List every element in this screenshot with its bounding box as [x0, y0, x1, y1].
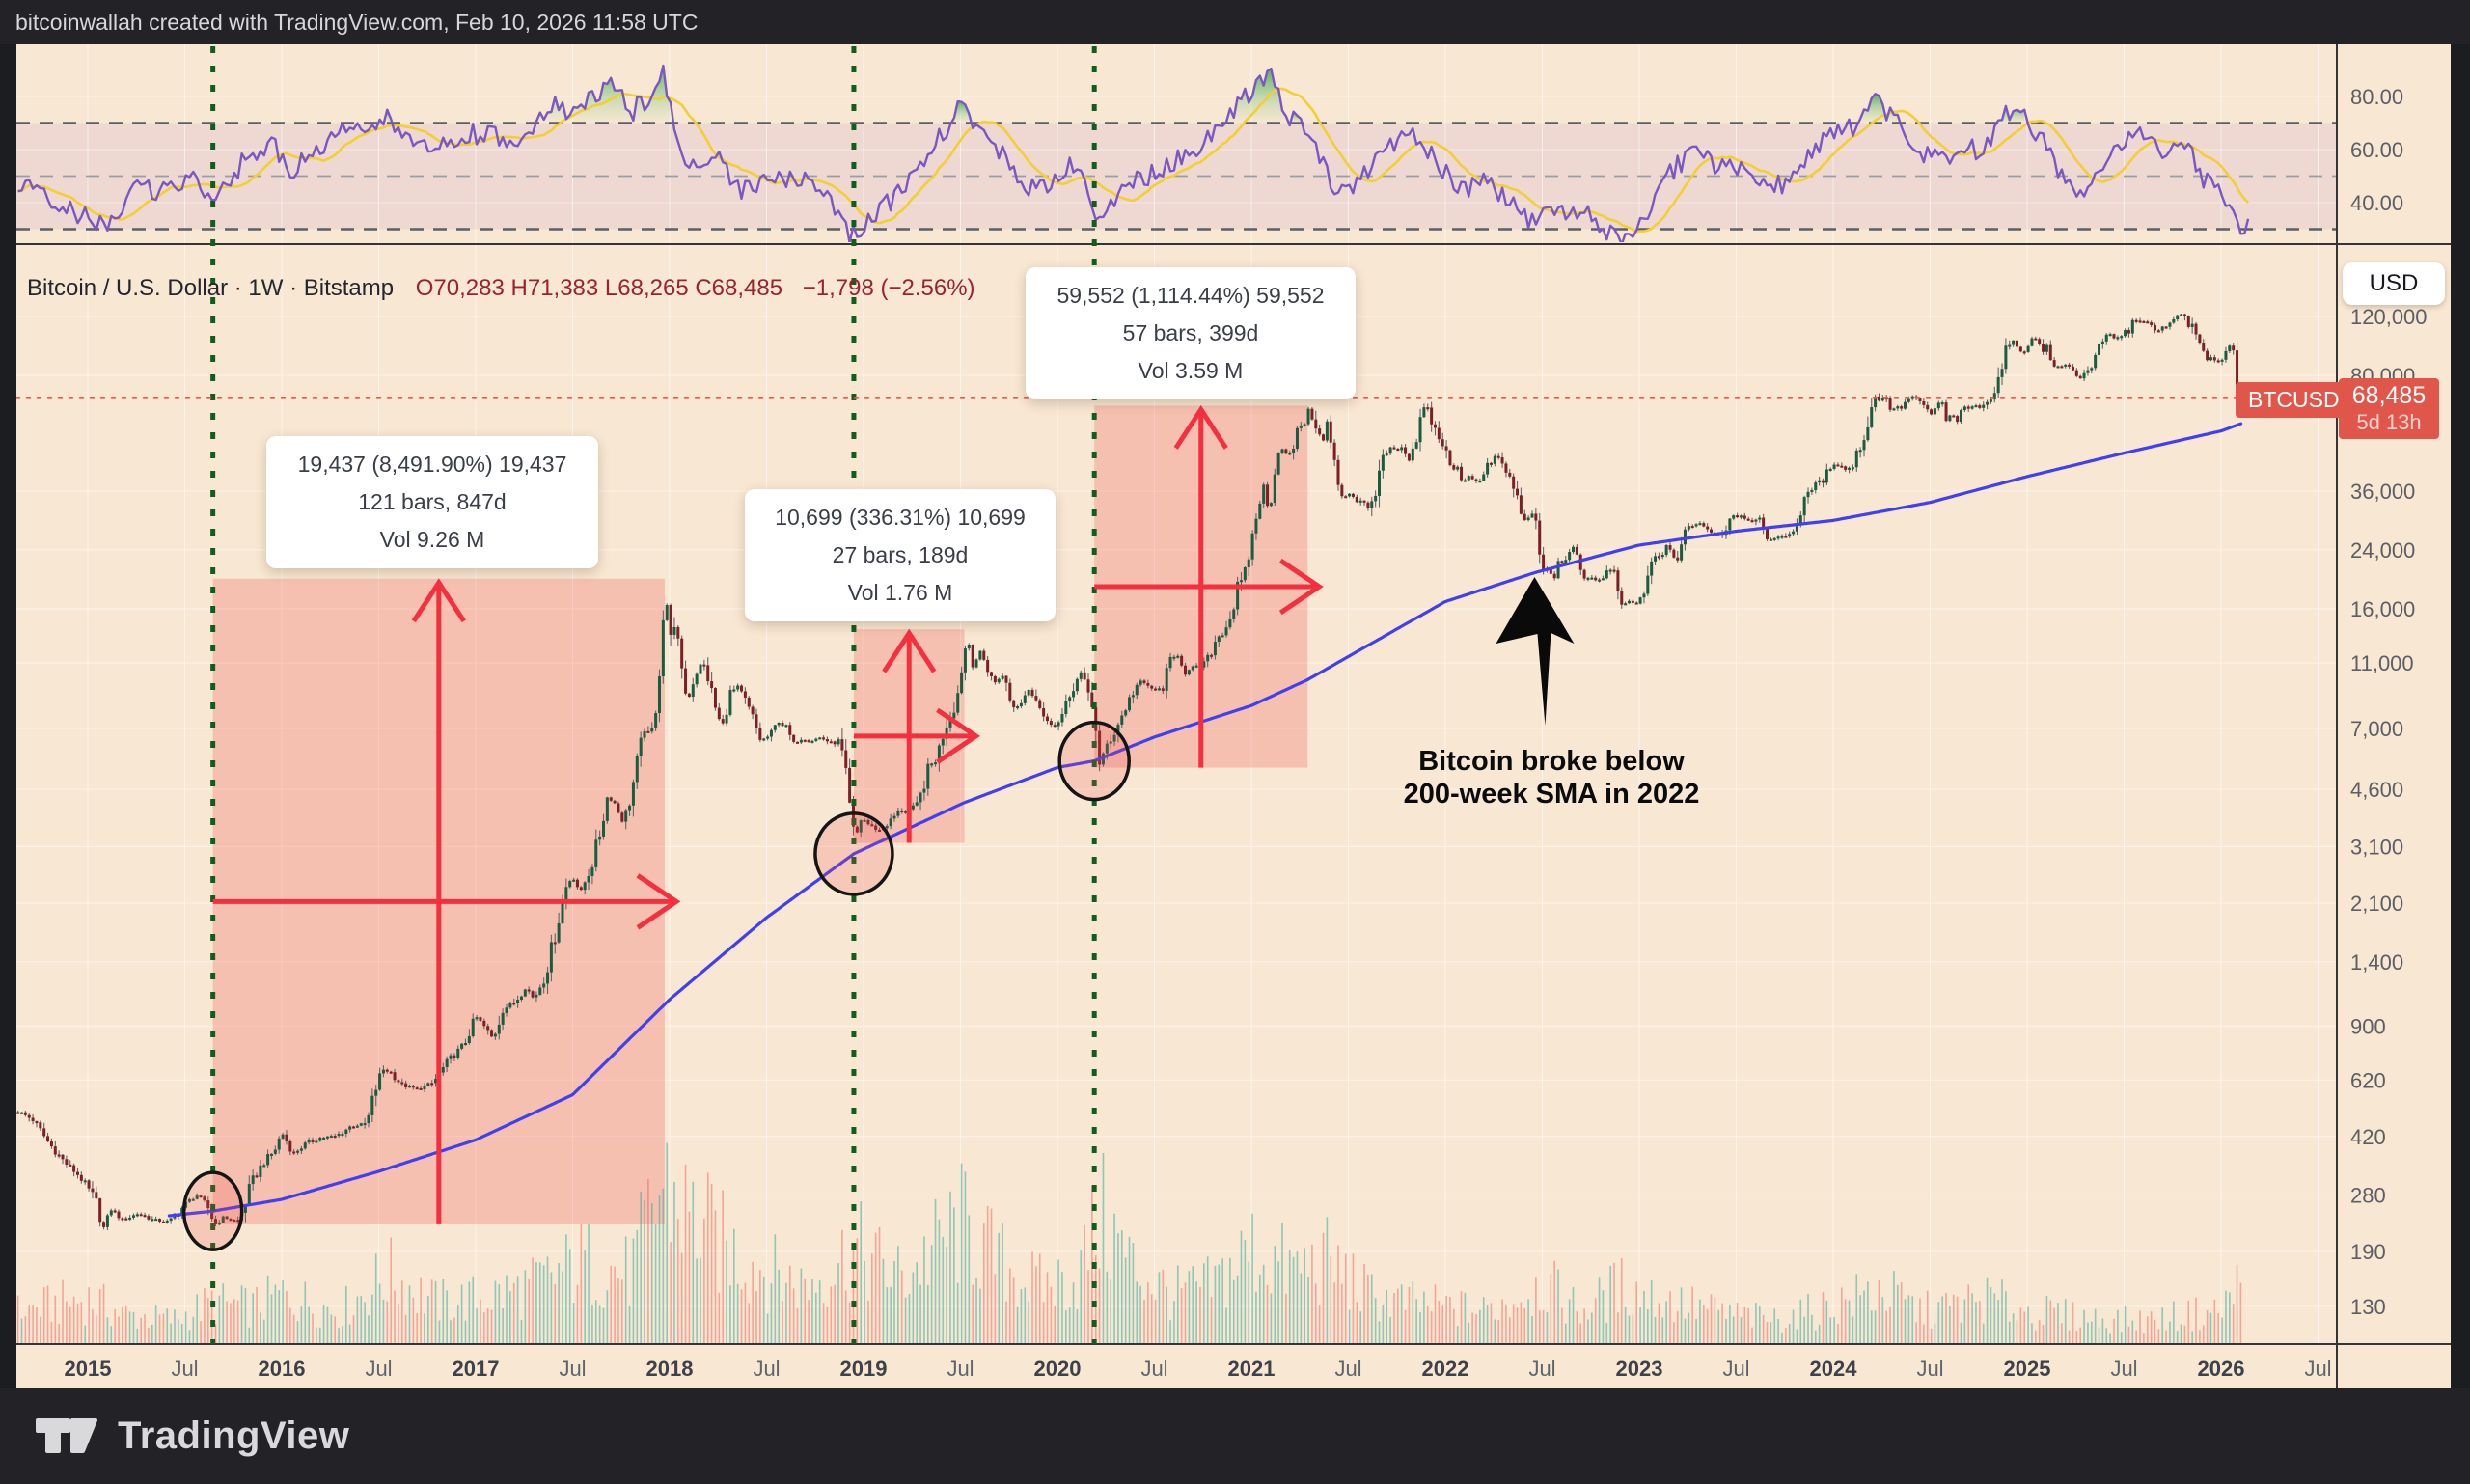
time-axis-label: Jul: [1334, 1357, 1361, 1381]
rsi-ma-line[interactable]: [17, 87, 2250, 234]
measure-volume: Vol 9.26 M: [379, 527, 485, 552]
credit-text: bitcoinwallah created with TradingView.c…: [15, 10, 699, 35]
price-tick-label: 16,000: [2350, 597, 2415, 621]
rsi-pane-layer: [17, 64, 2250, 244]
last-price-axis-badge[interactable]: 68,485 5d 13h: [2339, 378, 2439, 439]
tradingview-logo-icon[interactable]: [35, 1417, 98, 1454]
time-axis-label: 2020: [1034, 1357, 1082, 1381]
measure-box-2020-2021[interactable]: 59,552 (1,114.44%) 59,552 57 bars, 399d …: [1026, 267, 1356, 399]
volume-layer: [16, 1142, 2242, 1344]
annotation-line-2: 200-week SMA in 2022: [1403, 779, 1700, 810]
measure-bars-days: 121 bars, 847d: [358, 489, 507, 514]
time-axis-label: 2026: [2198, 1357, 2245, 1381]
time-axis-label: 2022: [1422, 1357, 1469, 1381]
indicator-tick-label: 40.00: [2350, 191, 2403, 215]
time-axis-label: Jul: [1916, 1357, 1943, 1381]
chart-canvas[interactable]: 120,00080,00036,00024,00016,00011,0007,0…: [16, 44, 2451, 1388]
price-tick-label: 620: [2350, 1068, 2386, 1092]
time-axis-label: 2018: [646, 1357, 694, 1381]
symbol-price-flag[interactable]: BTCUSD: [2236, 382, 2352, 418]
measure-volume: Vol 1.76 M: [847, 580, 953, 605]
price-tick-label: 900: [2350, 1014, 2386, 1038]
time-axis-label: Jul: [1140, 1357, 1167, 1381]
time-axis-label: Jul: [171, 1357, 198, 1381]
price-tick-label: 36,000: [2350, 480, 2415, 504]
indicator-tick-label: 80.00: [2350, 85, 2403, 109]
time-axis-label: 2016: [259, 1357, 306, 1381]
measure-volume: Vol 3.59 M: [1138, 358, 1244, 383]
measure-price-change: 59,552 (1,114.44%) 59,552: [1057, 283, 1325, 308]
measure-price-change: 10,699 (336.31%) 10,699: [775, 505, 1026, 530]
rsi-line[interactable]: [17, 64, 2250, 244]
symbol-title: Bitcoin / U.S. Dollar · 1W · Bitstamp: [27, 275, 395, 301]
time-axis-label: Jul: [1722, 1357, 1749, 1381]
indicator-tick-label: 60.00: [2350, 138, 2403, 162]
price-tick-label: 190: [2350, 1240, 2386, 1264]
measure-box-2015-2017[interactable]: 19,437 (8,491.90%) 19,437 121 bars, 847d…: [266, 436, 598, 568]
price-tick-label: 24,000: [2350, 538, 2415, 563]
measure-price-change: 19,437 (8,491.90%) 19,437: [297, 452, 567, 477]
measure-bars-days: 27 bars, 189d: [832, 542, 969, 567]
time-axis-label: Jul: [2304, 1357, 2331, 1381]
annotation-line-1: Bitcoin broke below: [1418, 746, 1685, 777]
time-axis-label: Jul: [947, 1357, 974, 1381]
time-axis-label: 2025: [2004, 1357, 2051, 1381]
time-axis-label: Jul: [365, 1357, 392, 1381]
price-tick-label: 2,100: [2350, 892, 2403, 916]
sma-200w-line[interactable]: [167, 422, 2243, 1218]
time-axis-label: Jul: [753, 1357, 780, 1381]
last-price-value: 68,485: [2351, 382, 2427, 409]
price-tick-label: 3,100: [2350, 835, 2403, 859]
price-tick-label: 420: [2350, 1125, 2386, 1149]
time-axis-label: 2021: [1228, 1357, 1276, 1381]
change-value: −1,798 (−2.56%): [802, 275, 975, 301]
header-credit-bar: bitcoinwallah created with TradingView.c…: [0, 0, 2470, 44]
ohlc-values: O70,283 H71,383 L68,265 C68,485: [415, 275, 783, 301]
annotation-up-arrow[interactable]: [1496, 577, 1575, 726]
measurement-arrows-layer[interactable]: [212, 404, 1324, 1224]
candles-layer: [16, 313, 2242, 1230]
footer-brand-bar: TradingView: [0, 1388, 2470, 1484]
price-tick-label: 11,000: [2350, 651, 2414, 675]
sma-touch-circle[interactable]: [813, 811, 894, 896]
sma-touch-circle[interactable]: [1057, 720, 1131, 802]
time-axis-label: 2019: [840, 1357, 888, 1381]
time-axis-label: 2023: [1616, 1357, 1663, 1381]
symbol-legend[interactable]: Bitcoin / U.S. Dollar · 1W · Bitstamp O7…: [27, 275, 975, 302]
measure-box-2018-2019[interactable]: 10,699 (336.31%) 10,699 27 bars, 189d Vo…: [745, 489, 1056, 621]
price-tick-label: 4,600: [2350, 778, 2403, 802]
time-axis-label: Jul: [1528, 1357, 1555, 1381]
time-axis-label: 2017: [453, 1357, 500, 1381]
price-tick-label: 7,000: [2350, 717, 2403, 741]
grid-layer: [16, 44, 2337, 1344]
time-axis-label: Jul: [2110, 1357, 2137, 1381]
chart-area[interactable]: 120,000 80,000 36,000 24,000 16,000 11,000 7,0…: [16, 44, 2451, 1388]
time-axis-label: Jul: [559, 1357, 586, 1381]
bar-countdown: 5d 13h: [2356, 410, 2422, 434]
axis-labels-layer[interactable]: 120,00080,00036,00024,00016,00011,0007,0…: [65, 85, 2428, 1381]
price-tick-label: 280: [2350, 1184, 2386, 1208]
measure-bars-days: 57 bars, 399d: [1122, 320, 1259, 345]
time-axis-label: 2024: [1810, 1357, 1858, 1381]
brand-name[interactable]: TradingView: [118, 1414, 350, 1457]
symbol-name: BTCUSD: [2248, 387, 2340, 412]
price-tick-label: 130: [2350, 1295, 2386, 1319]
price-tick-label: 1,400: [2350, 950, 2403, 975]
sma-break-annotation[interactable]: Bitcoin broke below 200-week SMA in 2022: [1372, 745, 1731, 811]
sma-touch-circle[interactable]: [181, 1170, 244, 1251]
currency-usd-button[interactable]: USD: [2343, 262, 2445, 305]
pane-separators: [16, 44, 2451, 1388]
currency-label: USD: [2369, 270, 2419, 296]
price-tick-label: 120,000: [2350, 305, 2428, 329]
time-axis-label: 2015: [65, 1357, 112, 1381]
